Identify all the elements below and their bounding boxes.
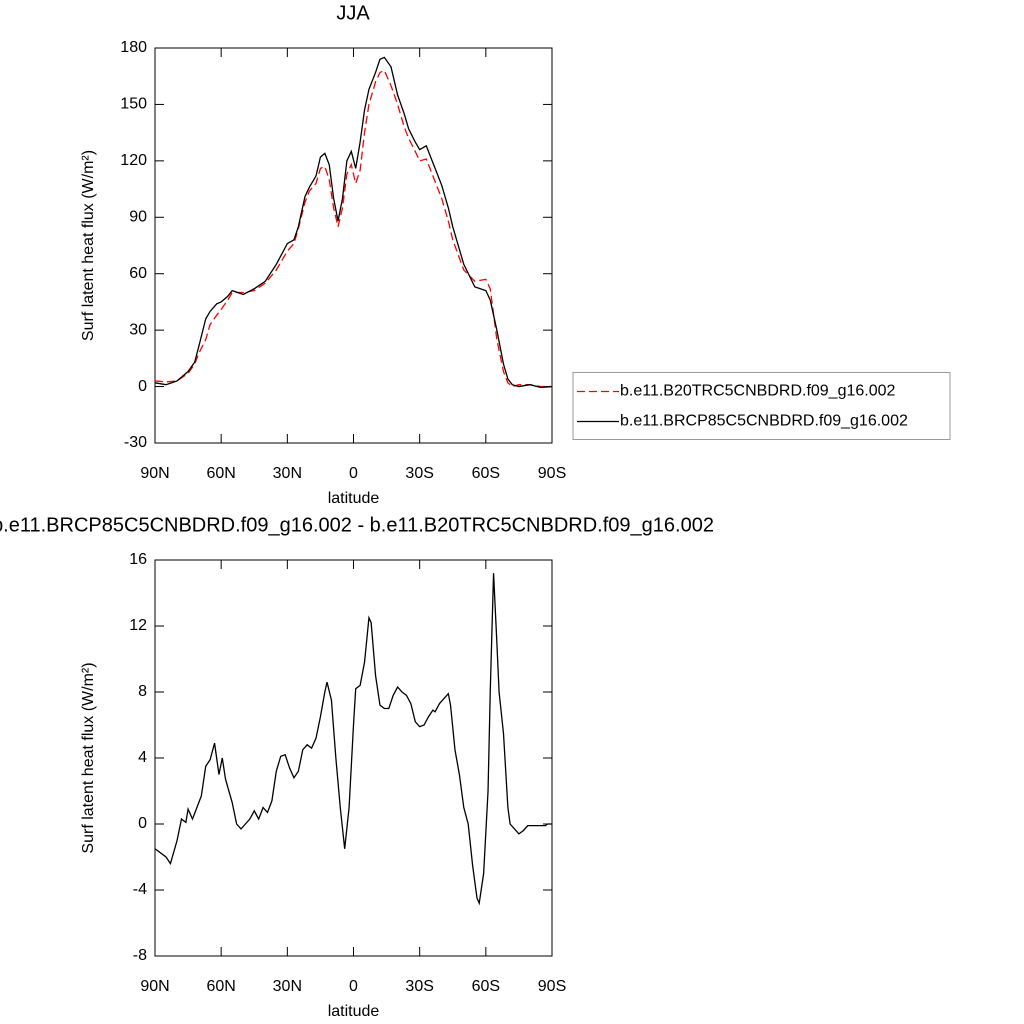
y-tick-label: 0 bbox=[138, 815, 147, 832]
y-tick-label: 30 bbox=[129, 321, 147, 338]
plot-frame bbox=[154, 47, 553, 444]
x-tick-label: 30S bbox=[405, 978, 433, 995]
y-tick-label: 90 bbox=[129, 209, 147, 226]
y-tick-label: 8 bbox=[138, 683, 147, 700]
x-tick-label: 30S bbox=[405, 465, 433, 482]
x-tick-label: 90S bbox=[538, 978, 566, 995]
y-tick-label: 16 bbox=[129, 551, 147, 568]
x-tick-label: 30N bbox=[273, 465, 302, 482]
y-axis-label: Surf latent heat flux (W/m²) bbox=[80, 662, 97, 853]
y-tick-label: -30 bbox=[124, 434, 147, 451]
y-tick-label: 60 bbox=[129, 265, 147, 282]
data-line bbox=[154, 56, 553, 389]
x-tick-label: 60N bbox=[206, 978, 235, 995]
y-tick-label: 12 bbox=[129, 617, 147, 634]
x-tick-label: 90N bbox=[140, 978, 169, 995]
x-axis-label: latitude bbox=[328, 490, 380, 507]
y-tick-label: -8 bbox=[133, 947, 147, 964]
y-tick-label: 120 bbox=[120, 152, 147, 169]
data-line bbox=[154, 69, 552, 388]
chart-title: b.e11.BRCP85C5CNBDRD.f09_g16.002 - b.e11… bbox=[0, 514, 714, 536]
y-tick-label: 4 bbox=[138, 749, 147, 766]
x-tick-label: 60N bbox=[206, 465, 235, 482]
y-tick-label: 180 bbox=[120, 39, 147, 56]
x-tick-label: 60S bbox=[472, 978, 500, 995]
x-tick-label: 60S bbox=[472, 465, 500, 482]
x-tick-label: 0 bbox=[349, 978, 358, 995]
legend-label: b.e11.B20TRC5CNBDRD.f09_g16.002 bbox=[620, 383, 896, 400]
y-tick-label: -4 bbox=[133, 881, 147, 898]
x-tick-label: 0 bbox=[349, 465, 358, 482]
x-tick-label: 90S bbox=[538, 465, 566, 482]
x-axis-label: latitude bbox=[328, 1003, 380, 1020]
y-axis-label: Surf latent heat flux (W/m²) bbox=[80, 150, 97, 341]
legend-label: b.e11.BRCP85C5CNBDRD.f09_g16.002 bbox=[620, 413, 908, 430]
data-line bbox=[154, 573, 552, 906]
y-tick-label: 0 bbox=[138, 378, 147, 395]
x-tick-label: 30N bbox=[273, 978, 302, 995]
legend-box bbox=[572, 372, 951, 440]
chart-title: JJA bbox=[336, 2, 370, 24]
x-tick-label: 90N bbox=[140, 465, 169, 482]
y-tick-label: 150 bbox=[120, 96, 147, 113]
